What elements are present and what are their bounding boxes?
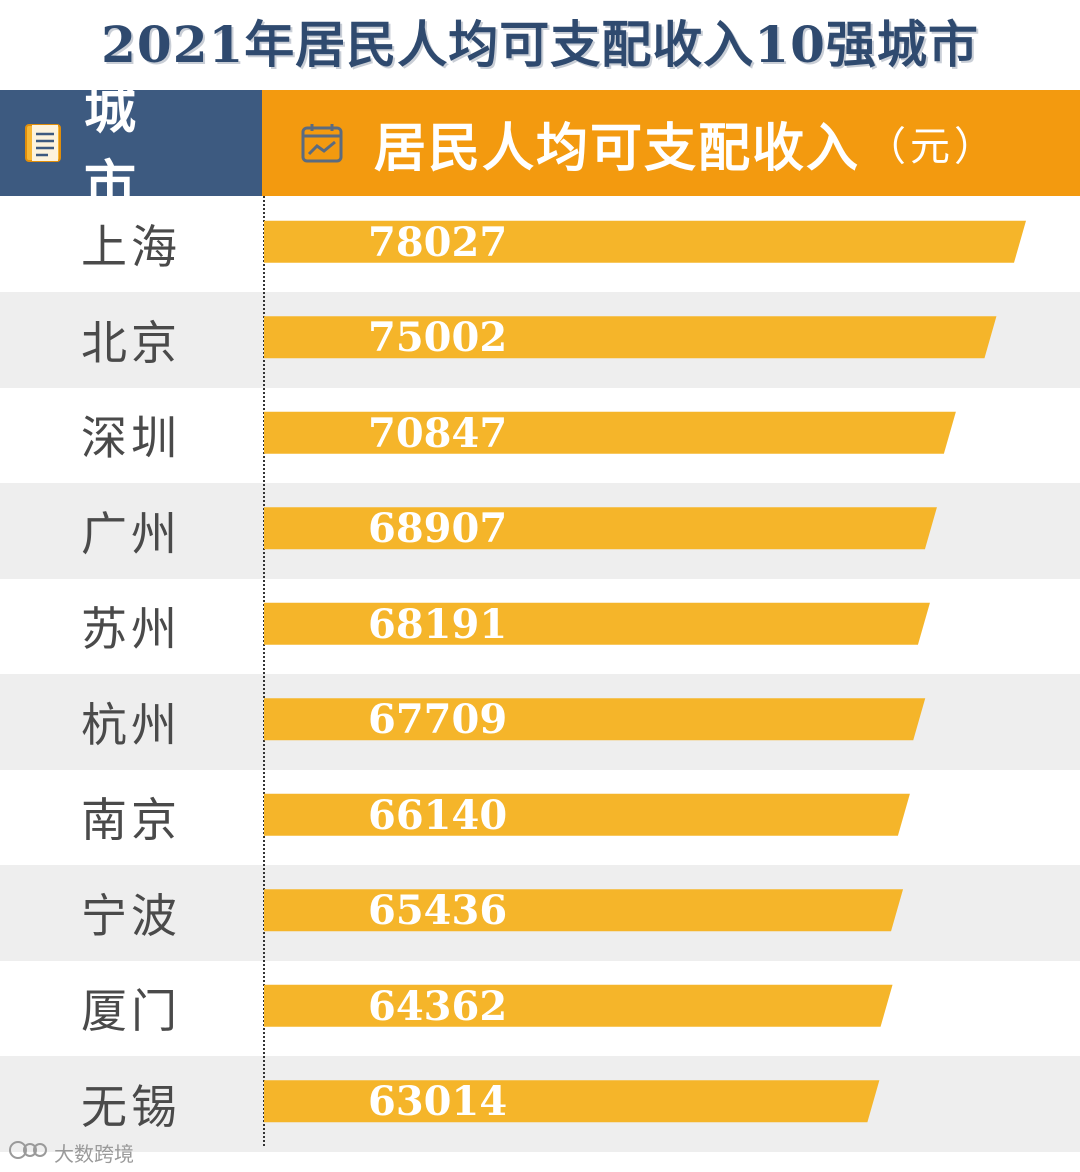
chart-row: 苏州 [0, 578, 1080, 674]
city-header-label: 城 市 [84, 80, 167, 216]
chart-row: 深圳 [0, 387, 1080, 483]
bar-value-label: 66140 [368, 791, 508, 839]
bar-value-label: 68907 [368, 505, 508, 552]
chart-row: 南京 [0, 769, 1080, 865]
category-label: 广州 [81, 506, 181, 561]
bar [264, 602, 930, 645]
bar [264, 1080, 880, 1123]
chart-row: 上海 [0, 196, 1080, 292]
bar-value-label: 68191 [368, 600, 508, 648]
category-label: 上海 [81, 220, 181, 274]
income-header-label: 居民人均可支配收入 [374, 117, 861, 179]
line-chart-icon [300, 121, 344, 165]
bar [264, 411, 956, 454]
income-column-header: 居民人均可支配收入 （元） [262, 90, 1080, 196]
category-label: 厦门 [81, 984, 181, 1038]
city-column-header: 城 市 [0, 80, 262, 216]
bar-value-label: 64362 [368, 982, 508, 1030]
bar [264, 507, 937, 550]
bar [264, 220, 1026, 263]
bar [264, 889, 904, 932]
watermark: 大数跨境 [8, 1138, 134, 1167]
bar-value-label: 78027 [368, 218, 508, 266]
category-label: 杭州 [81, 697, 181, 752]
list-icon [22, 121, 66, 165]
category-label: 深圳 [81, 411, 181, 465]
chart-title: 2021年居民人均可支配收入10强城市 [101, 15, 979, 74]
axis-divider [263, 196, 265, 1146]
category-label: 南京 [81, 793, 181, 847]
bar [264, 316, 997, 359]
bar-value-label: 67709 [368, 696, 508, 743]
bar-value-label: 75002 [368, 314, 508, 361]
category-label: 宁波 [81, 888, 181, 943]
bar-value-label: 70847 [368, 409, 508, 457]
unit-label: （元） [866, 124, 999, 170]
category-label: 苏州 [81, 602, 181, 656]
bar [264, 698, 926, 741]
bar-value-label: 63014 [368, 1078, 508, 1125]
chart-row: 厦门 [0, 960, 1080, 1056]
bar-value-label: 65436 [368, 887, 508, 934]
watermark-logo-icon [8, 1139, 48, 1166]
watermark-text: 大数跨境 [54, 1142, 134, 1166]
bar [264, 793, 910, 836]
bar [264, 984, 893, 1027]
category-label: 无锡 [81, 1079, 181, 1134]
category-label: 北京 [81, 315, 181, 370]
